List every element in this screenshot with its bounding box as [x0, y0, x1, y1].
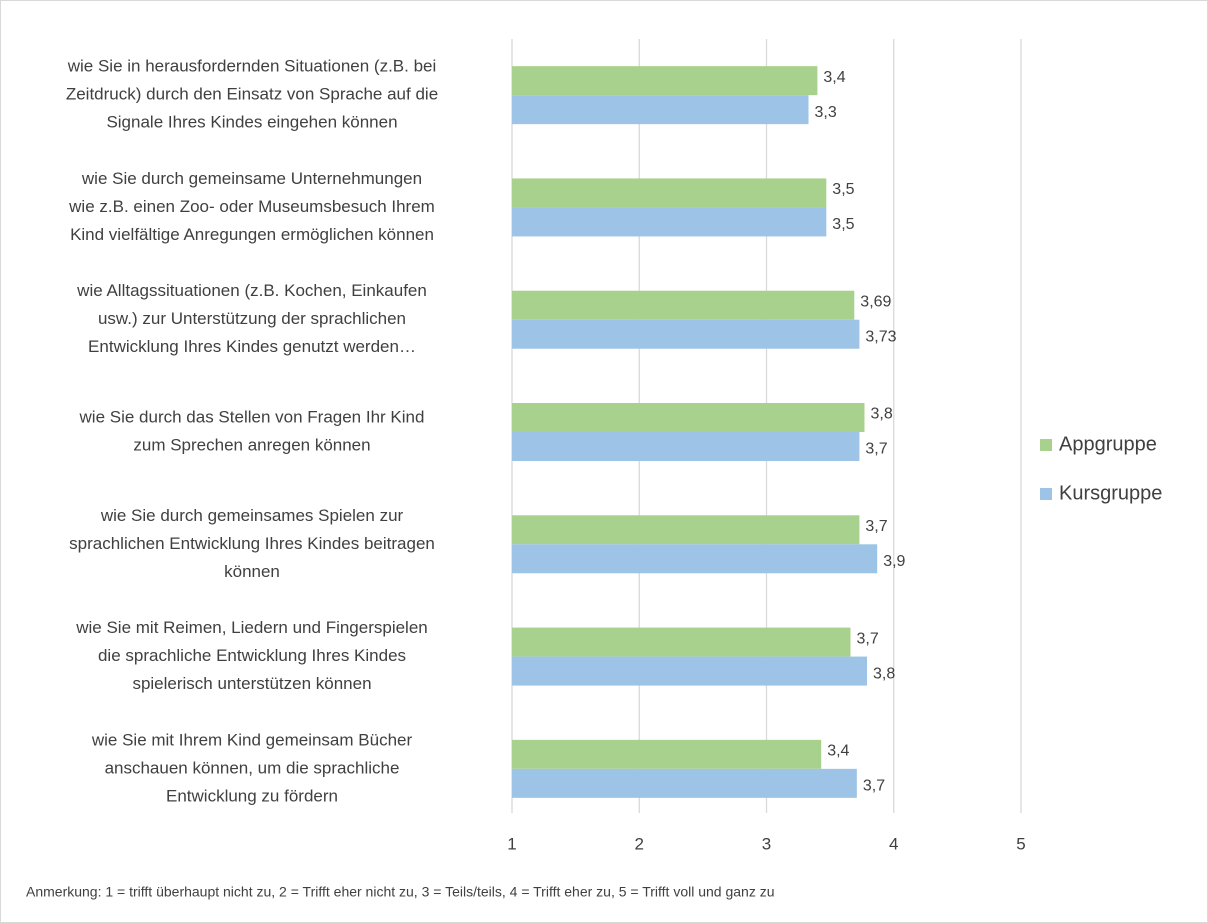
y-tick-label: können: [224, 562, 280, 581]
annotation: Anmerkung: 1 = trifft überhaupt nicht zu…: [26, 884, 775, 900]
value-label: 3,73: [865, 328, 896, 345]
y-tick-label: Signale Ihres Kindes eingehen können: [106, 113, 397, 132]
value-label: 3,5: [832, 216, 854, 233]
y-tick-label: Zeitdruck) durch den Einsatz von Sprache…: [66, 85, 438, 104]
y-tick-label: wie z.B. einen Zoo- oder Museumsbesuch I…: [68, 197, 435, 216]
value-label: 3,69: [860, 293, 891, 310]
y-tick-label: zum Sprechen anregen können: [133, 435, 370, 454]
y-tick-label: Kind vielfältige Anregungen ermöglichen …: [70, 225, 434, 244]
value-label: 3,5: [832, 181, 854, 198]
y-tick-label: wie Alltagssituationen (z.B. Kochen, Ein…: [76, 281, 427, 300]
y-tick-label: Entwicklung Ihres Kindes genutzt werden…: [88, 337, 416, 356]
bar: [512, 290, 855, 320]
x-tick-label: 2: [635, 834, 644, 853]
y-tick-label: sprachlichen Entwicklung Ihres Kindes be…: [69, 534, 435, 553]
y-tick-label: Entwicklung zu fördern: [166, 786, 338, 805]
bar: [512, 319, 860, 349]
value-label: 3,8: [873, 665, 895, 682]
value-label: 3,7: [856, 630, 878, 647]
bar: [512, 66, 818, 96]
legend-label: Kursgruppe: [1059, 482, 1162, 504]
y-tick-label: wie Sie in herausfordernden Situationen …: [67, 57, 437, 76]
y-tick-label: wie Sie durch das Stellen von Fragen Ihr…: [79, 407, 425, 426]
y-tick-label: die sprachliche Entwicklung Ihres Kindes: [98, 646, 406, 665]
bar: [512, 544, 878, 574]
value-label: 3,8: [870, 406, 892, 423]
legend-label: Appgruppe: [1059, 433, 1157, 455]
bar: [512, 515, 860, 545]
bar: [512, 95, 809, 125]
bar: [512, 178, 827, 208]
x-tick-label: 3: [762, 834, 771, 853]
y-tick-label: usw.) zur Unterstützung der sprachlichen: [98, 309, 406, 328]
value-label: 3,3: [814, 104, 836, 121]
value-label: 3,4: [827, 743, 849, 760]
bar: [512, 627, 851, 657]
bar: [512, 739, 822, 769]
value-label: 3,9: [883, 553, 905, 570]
value-label: 3,7: [865, 518, 887, 535]
x-tick-label: 1: [507, 834, 516, 853]
y-tick-label: wie Sie mit Reimen, Liedern und Fingersp…: [75, 618, 428, 637]
bar: [512, 768, 857, 798]
bar: [512, 403, 865, 432]
bar: [512, 432, 860, 461]
x-tick-label: 5: [1016, 834, 1025, 853]
value-label: 3,7: [863, 778, 885, 795]
y-tick-label: spielerisch unterstützen können: [132, 674, 371, 693]
y-tick-label: wie Sie mit Ihrem Kind gemeinsam Bücher: [91, 730, 413, 749]
y-tick-label: wie Sie durch gemeinsames Spielen zur: [100, 506, 404, 525]
bar: [512, 656, 868, 686]
value-label: 3,4: [823, 69, 845, 86]
legend-swatch: [1040, 488, 1052, 500]
y-tick-label: wie Sie durch gemeinsame Unternehmungen: [81, 169, 422, 188]
value-label: 3,7: [865, 441, 887, 458]
y-tick-label: anschauen können, um die sprachliche: [105, 758, 400, 777]
legend-swatch: [1040, 439, 1052, 451]
x-tick-label: 4: [889, 834, 898, 853]
bar: [512, 207, 827, 237]
